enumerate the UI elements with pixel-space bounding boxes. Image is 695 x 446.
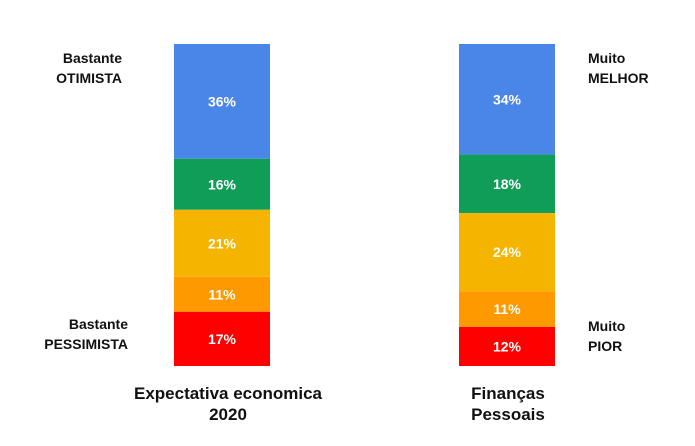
bar-2-segment-3-label: 24% bbox=[493, 244, 522, 260]
bar-2-bottom-label-line1: Muito bbox=[588, 318, 626, 334]
bar-2-segment-1 bbox=[459, 44, 555, 155]
bar-1-top-label-line2: OTIMISTA bbox=[56, 70, 122, 86]
bar-2-top-label: Muito MELHOR bbox=[588, 48, 688, 88]
bar-1-segment-4 bbox=[174, 276, 270, 312]
bar-1-caption: Expectativa economica 2020 bbox=[118, 383, 338, 425]
bar-2-segment-2-label: 18% bbox=[493, 176, 522, 192]
bar-1-top-label-line1: Bastante bbox=[62, 50, 122, 66]
bar-2-caption: Finanças Pessoais bbox=[418, 383, 598, 425]
bar-1-bottom-label-line1: Bastante bbox=[68, 316, 128, 332]
bar-1-segment-4-label: 11% bbox=[208, 286, 236, 302]
bar-1-segment-2 bbox=[174, 158, 270, 210]
bar-2-bottom-label: Muito PIOR bbox=[588, 316, 688, 356]
bar-1-top-label: Bastante OTIMISTA bbox=[20, 48, 122, 88]
bar-1-segment-2-label: 16% bbox=[208, 176, 237, 192]
bar-1-segment-1 bbox=[174, 44, 270, 159]
bar-2-caption-line1: Finanças bbox=[471, 384, 545, 403]
bar-2-segment-5 bbox=[459, 326, 555, 366]
bar-2-segment-5-label: 12% bbox=[493, 338, 522, 354]
bar-2-top-label-line2: MELHOR bbox=[588, 70, 649, 86]
bar-2-segment-4 bbox=[459, 291, 555, 327]
bar-1-caption-line2: 2020 bbox=[209, 405, 247, 424]
bar-1-segment-3 bbox=[174, 209, 270, 277]
bar-2-segment-1-label: 34% bbox=[493, 91, 522, 107]
bar-1-segment-5-label: 17% bbox=[208, 331, 237, 347]
bar-2-bottom-label-line2: PIOR bbox=[588, 338, 623, 354]
bar-1-segment-3-label: 21% bbox=[208, 235, 237, 251]
bar-2-caption-line2: Pessoais bbox=[471, 405, 545, 424]
bar-1-segment-1-label: 36% bbox=[208, 93, 237, 109]
bar-1-bottom-label: Bastante PESSIMISTA bbox=[20, 314, 128, 354]
bar-2-top-label-line1: Muito bbox=[588, 50, 626, 66]
bar-2-segment-4-label: 11% bbox=[493, 301, 521, 317]
bar-2-segment-2 bbox=[459, 154, 555, 214]
bar-2-segment-3 bbox=[459, 213, 555, 292]
bar-1-segment-5 bbox=[174, 311, 270, 366]
bar-1-bottom-label-line2: PESSIMISTA bbox=[44, 336, 128, 352]
bar-1-caption-line1: Expectativa economica bbox=[133, 384, 323, 403]
